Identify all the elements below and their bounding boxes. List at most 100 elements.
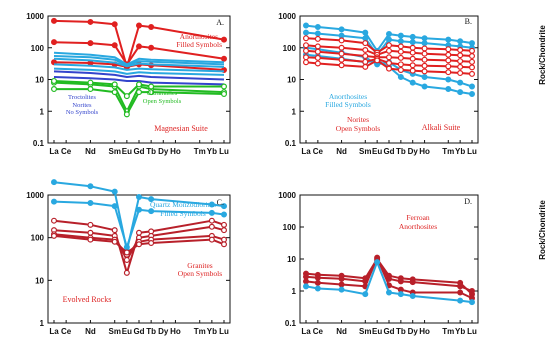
data-point [221,36,228,43]
data-point [445,63,452,70]
data-point [148,208,155,215]
panel-label: D. [464,197,472,206]
data-point [469,47,476,54]
data-point [409,44,416,51]
data-point [421,35,428,42]
x-tick-label: Eu [372,327,382,336]
data-point [303,22,310,29]
data-point [136,206,143,213]
data-point [457,297,464,304]
data-point [338,50,345,57]
data-point [221,221,228,228]
data-point [421,45,428,52]
data-point [87,40,94,47]
series-line [53,181,225,252]
data-point [397,48,404,55]
chart-annotation: Open Symbols [178,269,222,278]
data-point [314,279,321,286]
data-point [303,35,310,42]
data-point [362,52,369,59]
y-tick-label: 1000 [26,191,44,200]
y-tick-label: 1000 [278,12,296,21]
data-point [111,81,118,88]
x-tick-label: Lu [219,327,229,336]
x-tick-label: Ce [61,147,72,156]
x-tick-label: Sm [108,147,120,156]
data-point [136,89,143,96]
data-point [303,29,310,36]
data-point [409,39,416,46]
data-point [362,58,369,65]
data-point [445,86,452,93]
data-point [469,64,476,71]
chart-annotation: No Symbols [66,109,99,116]
data-point [397,43,404,50]
data-point [386,36,393,43]
data-point [50,217,57,224]
x-tick-label: Lu [467,147,477,156]
data-point [469,52,476,59]
x-tick-label: La [49,327,59,336]
x-tick-label: Tb [396,147,406,156]
data-point [397,291,404,298]
y-tick-label: 10 [287,76,296,85]
data-point [397,278,404,285]
data-point [445,69,452,76]
data-point [314,274,321,281]
data-point [123,111,130,118]
x-tick-label: Dy [158,147,169,156]
data-point [457,58,464,65]
data-point [469,90,476,97]
data-point [123,249,130,256]
data-point [409,292,416,299]
chart-annotation: Alkali Suite [422,123,461,132]
ree-panel: 1000 100 10 1 La Ce Nd Sm Eu Gd Tb Dy Ho Tm Yb Lu C.Quar… [26,179,231,336]
data-point [338,32,345,39]
series-line [305,258,473,295]
data-point [397,32,404,39]
data-point [50,77,57,84]
data-point [136,229,143,236]
data-point [148,239,155,246]
chart-annotation: Norites [347,115,369,124]
data-point [111,238,118,245]
data-point [87,183,94,190]
data-point [469,299,476,306]
data-point [421,40,428,47]
data-point [469,58,476,65]
x-tick-label: Gd [133,147,144,156]
data-point [469,70,476,77]
x-tick-label: Yb [207,327,217,336]
data-point [87,199,94,206]
data-point [87,221,94,228]
data-point [362,35,369,42]
series-line [53,76,225,86]
data-point [136,241,143,248]
data-point [111,89,118,96]
x-tick-label: Lu [467,327,477,336]
x-tick-label: Tb [396,327,406,336]
data-point [148,24,155,31]
x-tick-label: Lu [219,147,229,156]
data-point [87,86,94,93]
chart-annotation: Filled Symbols [325,100,371,109]
series-line [53,200,225,249]
x-tick-label: Eu [122,147,132,156]
data-point [421,56,428,63]
y-tick-label: 1000 [278,191,296,200]
data-point [111,227,118,234]
data-point [457,89,464,96]
data-point [397,61,404,68]
x-tick-label: Tm [194,327,206,336]
plot-frame [299,194,479,324]
data-point [362,29,369,36]
data-point [421,73,428,80]
data-point [362,291,369,298]
data-point [338,56,345,63]
data-point [111,21,118,28]
data-point [303,59,310,66]
series-line [53,219,225,274]
data-point [386,65,393,72]
panel-label: C. [217,198,224,207]
